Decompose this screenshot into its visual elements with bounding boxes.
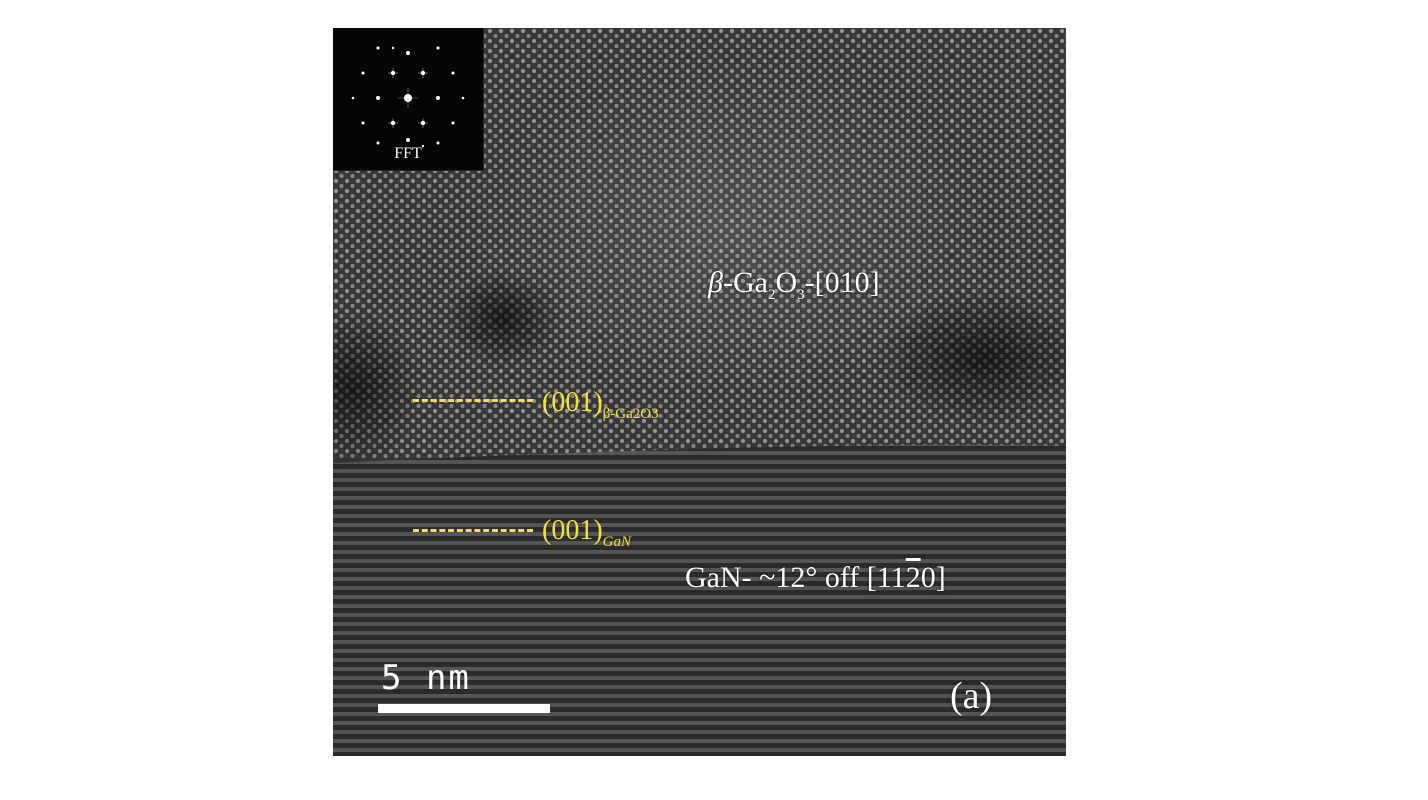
- tem-micrograph: FFT β-Ga2O3-[010] (001)β-Ga2O3 (001)GaN …: [333, 28, 1066, 756]
- plane-bottom-sub: GaN: [602, 534, 631, 550]
- plane-label-gan: (001)GaN: [542, 515, 631, 550]
- gan-text1: GaN- ~12° off [11: [685, 561, 906, 594]
- fft-pattern: [351, 46, 465, 148]
- beta-text1: -Ga: [722, 266, 768, 299]
- scale-bar: [378, 704, 550, 713]
- fft-label: FFT: [394, 145, 422, 162]
- plane-top-text: (001): [542, 387, 603, 418]
- dashed-line-bottom: [413, 529, 533, 532]
- plane-bottom-text: (001): [542, 515, 603, 546]
- beta-text2: O: [775, 266, 798, 299]
- gan-text2: 0]: [920, 561, 946, 594]
- plane-top-sub: β-Ga2O3: [602, 406, 659, 422]
- gan-bar-digit: 2: [905, 561, 921, 594]
- beta-text3: -[010]: [804, 266, 880, 299]
- lattice-image: [333, 28, 1066, 756]
- beta-ga2o3-label: β-Ga2O3-[010]: [708, 266, 880, 303]
- plane-label-ga2o3: (001)β-Ga2O3: [542, 387, 659, 422]
- scale-bar-label: 5 nm: [381, 658, 471, 698]
- fft-inset: FFT: [333, 28, 484, 171]
- beta-sub2: 3: [797, 287, 805, 303]
- gan-orientation-label: GaN- ~12° off [1120]: [685, 561, 946, 595]
- panel-label: (a): [950, 675, 993, 717]
- beta-symbol: β: [708, 266, 723, 299]
- beta-sub1: 2: [767, 287, 776, 303]
- dashed-line-top: [413, 399, 533, 402]
